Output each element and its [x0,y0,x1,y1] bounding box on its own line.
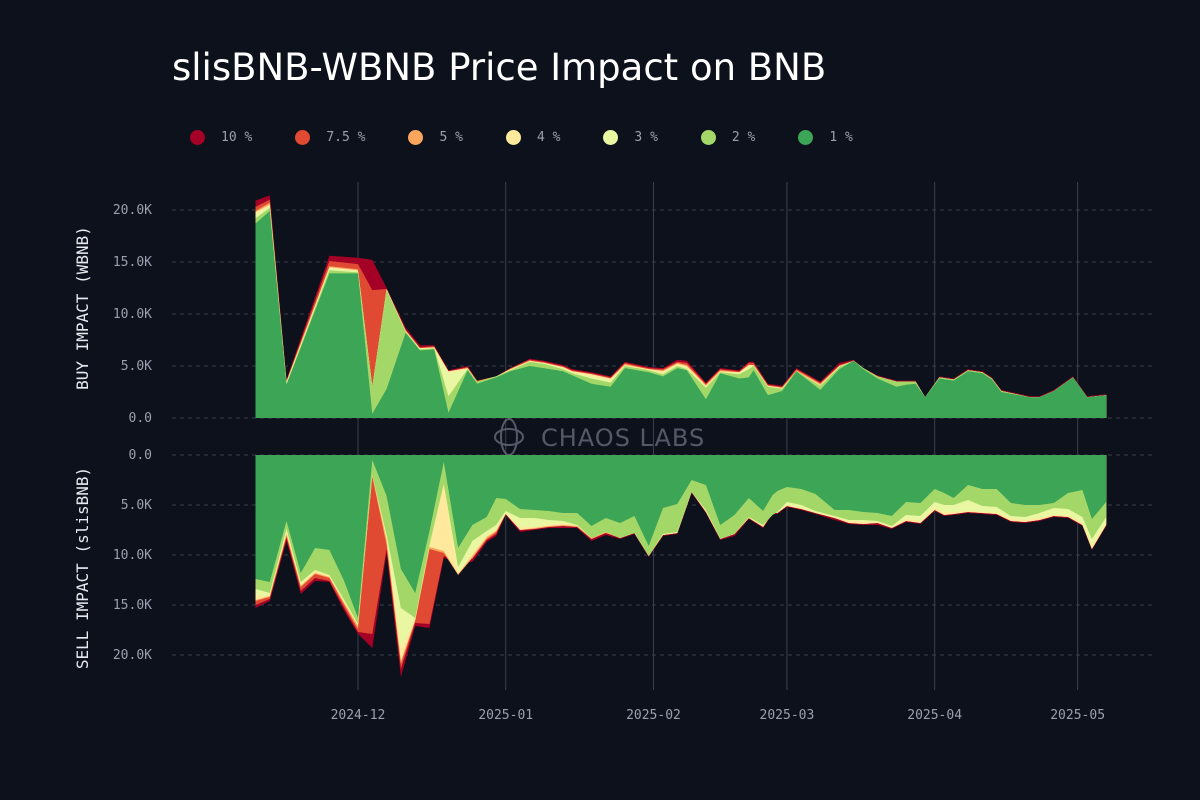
sell-y-tick-label: 10.0K [113,548,152,563]
buy-y-tick-label: 10.0K [113,307,152,322]
x-tick-label: 2025-01 [478,708,533,723]
legend-item[interactable]: 7.5 % [295,130,365,145]
legend-swatch [700,130,716,145]
x-tick-label: 2024-12 [331,708,386,723]
buy-y-tick-label: 15.0K [113,255,152,270]
x-tick-label: 2025-02 [626,708,681,723]
buy-y-tick-label: 20.0K [113,203,152,218]
legend-swatch [295,130,311,145]
x-tick-label: 2025-05 [1050,708,1105,723]
sell-y-tick-label: 15.0K [113,598,152,613]
legend-label: 10 % [221,130,253,145]
legend-item[interactable]: 5 % [408,130,463,145]
legend-label: 1 % [829,130,853,145]
x-tick-label: 2025-04 [907,708,962,723]
legend-label: 5 % [439,130,463,145]
buy-axis-title: BUY IMPACT (WBNB) [73,226,92,390]
legend-item[interactable]: 2 % [700,130,756,145]
buy-y-tick-label: 5.0K [121,359,152,374]
sell-y-tick-label: 0.0 [129,448,152,463]
buy-area [255,211,1107,418]
buy-y-tick-label: 0.0 [129,411,152,426]
sell-area [255,455,1107,618]
sell-y-tick-label: 5.0K [121,498,152,513]
legend-swatch [408,130,424,145]
legend-label: 2 % [731,130,756,145]
sell-axis-title: SELL IMPACT (slisBNB) [73,467,92,669]
chart-title: slisBNB-WBNB Price Impact on BNB [172,46,827,89]
legend-label: 7.5 % [326,130,366,145]
legend-label: 4 % [536,130,561,145]
watermark: CHAOS LABS [494,418,705,456]
sell-y-tick-label: 20.0K [113,648,152,663]
watermark-logo-icon [494,428,524,446]
legend-swatch [798,130,814,145]
watermark-text: CHAOS LABS [541,424,705,452]
legend-swatch [505,130,521,145]
legend-item[interactable]: 3 % [603,130,658,145]
legend-swatch [190,130,205,145]
legend-item[interactable]: 10 % [190,130,252,145]
x-tick-label: 2025-03 [760,708,815,723]
legend: 10 % 7.5 % 5 % 4 % 3 % 2 % 1 % [190,130,896,145]
legend-swatch [603,130,619,145]
watermark-logo-icon [500,418,518,456]
legend-item[interactable]: 4 % [505,130,561,145]
legend-label: 3 % [634,130,658,145]
legend-item[interactable]: 1 % [798,130,853,145]
